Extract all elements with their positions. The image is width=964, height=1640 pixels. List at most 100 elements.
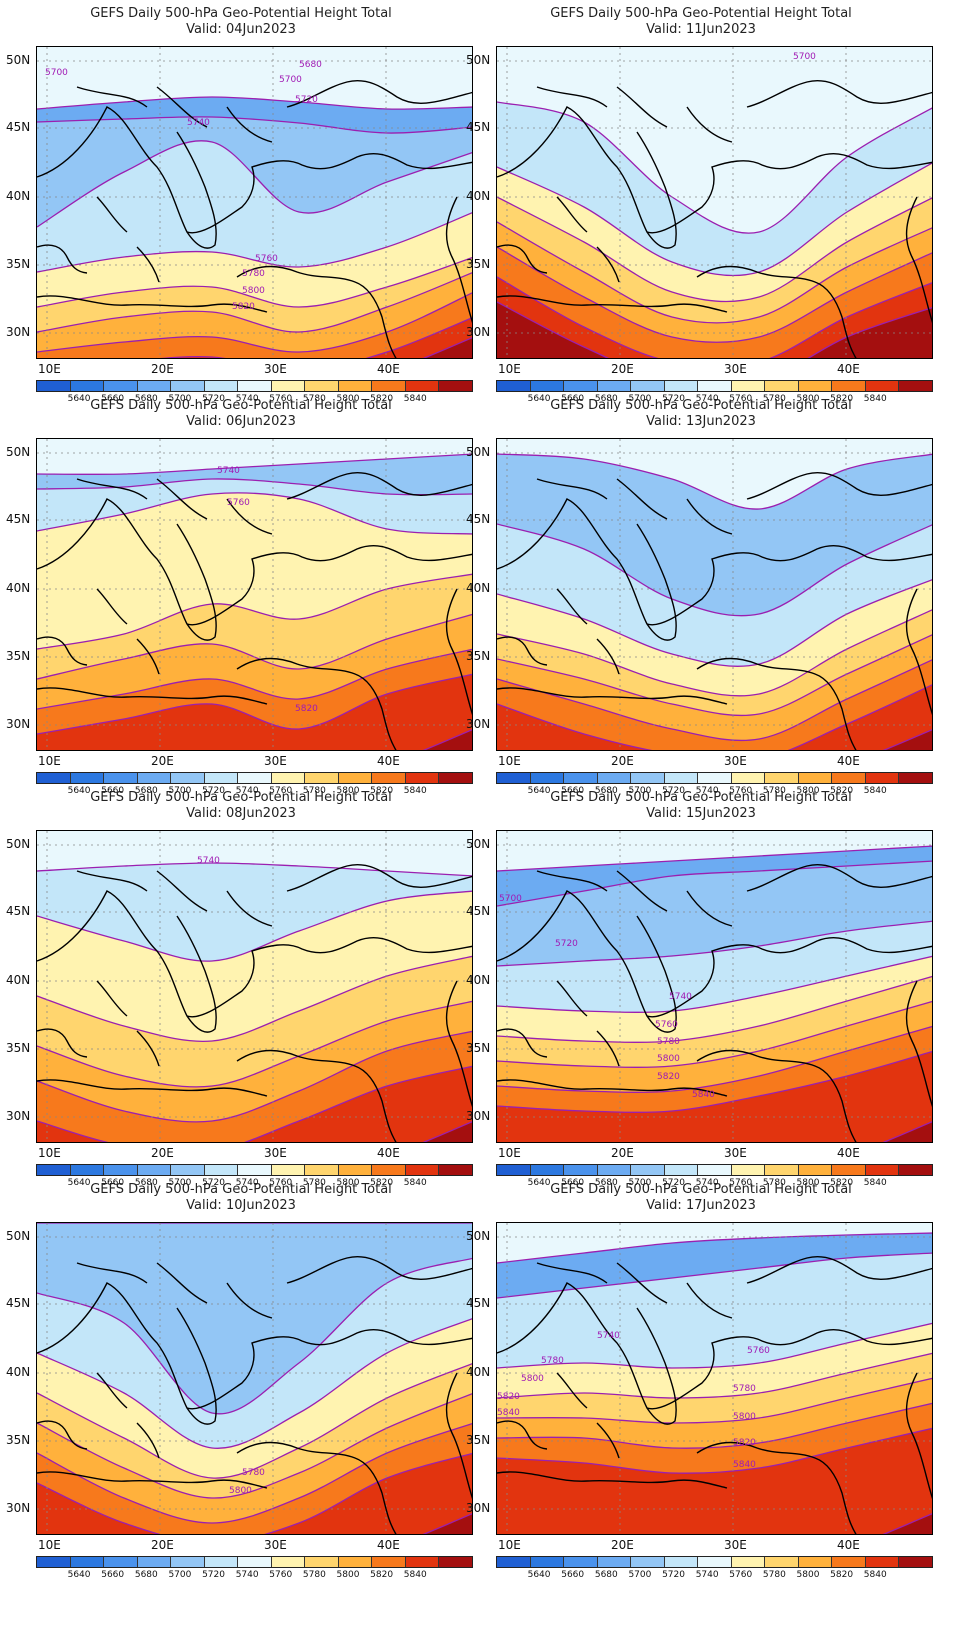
- lon-label: 20E: [151, 754, 174, 768]
- contour-line: [37, 272, 472, 333]
- lat-label: 45N: [466, 1296, 491, 1310]
- colorbar-label: 5800: [336, 1570, 360, 1580]
- lon-label: 10E: [498, 362, 521, 376]
- contour-label: 5740: [197, 856, 220, 866]
- contour-label: 5740: [187, 118, 210, 128]
- colorbar-swatch: [899, 773, 932, 783]
- coastline: [497, 890, 677, 1033]
- colorbar-swatch: [564, 1557, 598, 1567]
- coastline: [497, 1282, 677, 1425]
- contour-label: 5780: [541, 1356, 564, 1366]
- height-map: 5740: [36, 830, 473, 1143]
- coastline: [96, 196, 472, 324]
- contour-line: [37, 648, 472, 710]
- lon-label: 30E: [724, 1146, 747, 1160]
- colorbar-label: 5760: [729, 394, 753, 404]
- contour-line: [37, 955, 472, 1043]
- colorbar-label: 5800: [336, 394, 360, 404]
- colorbar-swatch: [597, 1165, 632, 1175]
- lon-label: 10E: [498, 754, 521, 768]
- colorbar-swatch: [171, 773, 205, 783]
- height-map: 5700 5720 5740 5760 5780 5800 5820 5840: [496, 830, 933, 1143]
- colorbar-swatch: [631, 1557, 665, 1567]
- lon-label: 10E: [498, 1538, 521, 1552]
- contour-label: 5840: [692, 1090, 715, 1100]
- colorbar-label: 5720: [202, 1178, 225, 1188]
- colorbar-label: 5800: [336, 786, 360, 796]
- colorbar-swatch: [37, 1165, 71, 1175]
- colorbar-label: 5840: [863, 1178, 887, 1188]
- colorbar-label: 5780: [762, 394, 786, 404]
- colorbar-swatch: [497, 773, 531, 783]
- map-panel: GEFS Daily 500-hPa Geo-Potential Height …: [460, 392, 942, 802]
- colorbar-label: 5780: [302, 786, 326, 796]
- map-panel: GEFS Daily 500-hPa Geo-Potential Height …: [0, 392, 482, 802]
- colorbar-swatch: [238, 381, 272, 391]
- map-panel: GEFS Daily 500-hPa Geo-Potential Height …: [0, 0, 482, 410]
- lat-label: 40N: [466, 973, 491, 987]
- panel-valid-date: Valid: 11Jun2023: [646, 22, 756, 37]
- lat-label: 45N: [6, 1296, 31, 1310]
- contour-label: 5780: [733, 1384, 756, 1394]
- contour-line: [37, 212, 472, 273]
- colorbar-swatch: [765, 773, 799, 783]
- coastline: [286, 864, 472, 892]
- coastline: [746, 80, 932, 108]
- lon-label: 30E: [724, 1538, 747, 1552]
- lon-label: 30E: [264, 1538, 287, 1552]
- colorbar-label: 5820: [370, 1570, 394, 1580]
- panel-title: GEFS Daily 500-hPa Geo-Potential Height …: [550, 1182, 852, 1197]
- panel-valid-date: Valid: 13Jun2023: [646, 414, 756, 429]
- coastline: [696, 1441, 857, 1534]
- coastline: [646, 937, 932, 1018]
- map-svg: 5740: [37, 831, 472, 1142]
- colorbar-swatch: [597, 381, 632, 391]
- lat-label: 50N: [6, 53, 31, 67]
- height-map: 5740 5760 5780 5780 5800 5800 5820 5820 5840 5840: [496, 1222, 933, 1535]
- colorbar-label: 5680: [594, 786, 618, 796]
- contour-label: 5800: [242, 286, 265, 296]
- colorbar-label: 5700: [628, 786, 652, 796]
- contour-label: 5680: [299, 60, 322, 70]
- lat-label: 35N: [466, 257, 491, 271]
- colorbar-swatch: [104, 381, 138, 391]
- colorbar-swatch: [731, 1557, 766, 1567]
- height-band: [37, 1066, 472, 1142]
- coastline: [696, 265, 857, 358]
- colorbar-label: 5800: [796, 394, 820, 404]
- contour-label: 5780: [242, 269, 265, 279]
- map-panel: GEFS Daily 500-hPa Geo-Potential Height …: [460, 0, 942, 410]
- map-svg: 5680 5700 5700 5720 5740 5760 5780 5800 5820: [37, 47, 472, 358]
- contour-line: [37, 140, 472, 228]
- colorbar-label: 5640: [527, 1570, 551, 1580]
- contour-label: 5740: [597, 1331, 620, 1341]
- contour-line: [37, 1065, 472, 1142]
- colorbar-swatch: [497, 1557, 531, 1567]
- colorbar-label: 5780: [762, 1570, 786, 1580]
- coastline: [497, 687, 728, 705]
- colorbar-label: 5720: [662, 1178, 685, 1188]
- contour-label: 5820: [733, 1438, 756, 1448]
- colorbar-swatch: [405, 1165, 440, 1175]
- colorbar-swatch: [104, 773, 138, 783]
- contour-line: [497, 196, 932, 303]
- colorbar-swatch: [832, 1165, 866, 1175]
- lat-label: 30N: [466, 325, 491, 339]
- coastline: [746, 1256, 932, 1284]
- contour-line: [497, 301, 932, 358]
- lat-label: 45N: [6, 512, 31, 526]
- colorbar-label: 5840: [863, 394, 887, 404]
- coastline: [746, 472, 932, 500]
- coastline: [497, 1079, 728, 1097]
- colorbar-label: 5640: [527, 394, 551, 404]
- colorbar-swatch: [204, 381, 239, 391]
- coastline: [96, 980, 472, 1108]
- colorbar-label: 5640: [67, 394, 91, 404]
- colorbar-label: 5700: [628, 1178, 652, 1188]
- colorbar-label: 5740: [235, 786, 259, 796]
- colorbar-swatch: [137, 1557, 172, 1567]
- contour-line: [37, 1000, 472, 1088]
- lon-label: 10E: [38, 362, 61, 376]
- colorbar-swatch: [731, 381, 766, 391]
- colorbar-label: 5700: [628, 1570, 652, 1580]
